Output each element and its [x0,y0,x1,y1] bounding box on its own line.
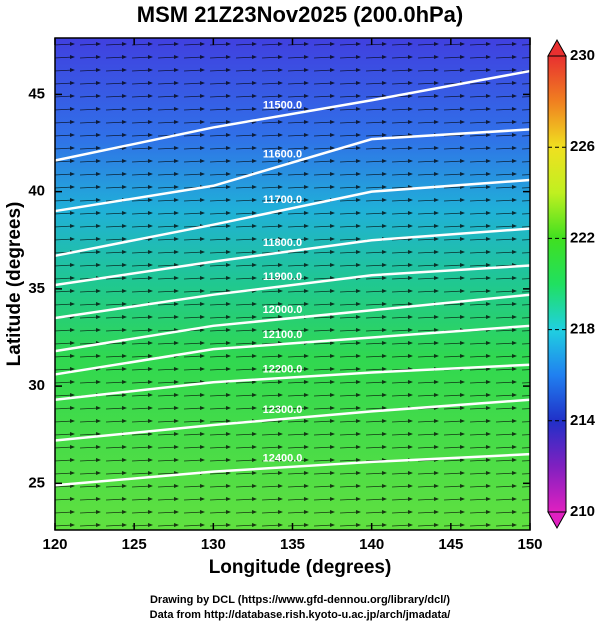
contour-line [54,178,531,258]
contour-line [54,69,531,162]
y-tick-label: 25 [28,474,45,491]
contour-label: 12300.0 [263,404,303,416]
colorbar-tick-label: 218 [570,321,595,338]
contour-label: 11900.0 [263,271,302,283]
colorbar-extend-low [547,511,567,530]
contour-line [54,324,531,376]
colorbar-extend-high [547,38,567,57]
contour-label: 12200.0 [263,363,303,375]
contour-label: 12400.0 [263,453,303,465]
contour-label: 11800.0 [263,237,302,249]
colorbar-tick-label: 222 [570,229,595,246]
y-axis-label: Latitude (degrees) [4,202,25,367]
contour-label: 11500.0 [263,100,302,112]
colorbar-tick-label: 214 [570,412,596,429]
contour-line [54,293,531,353]
footer-text: Data from http://database.rish.kyoto-u.a… [150,609,451,621]
x-tick-label: 145 [438,536,463,553]
x-tick-label: 125 [122,536,147,553]
y-tick-label: 35 [28,280,45,297]
x-tick-label: 135 [280,536,305,553]
contour-line [54,227,531,287]
contour-label: 11600.0 [263,148,302,160]
contour-label: 12100.0 [263,329,303,341]
x-tick-label: 150 [517,536,542,553]
x-tick-label: 130 [201,536,226,553]
colorbar-tick-label: 230 [570,47,595,64]
colorbar [547,55,567,513]
contour-line [54,264,531,320]
contour-label: 11700.0 [263,194,302,206]
contour-line [54,398,531,442]
y-tick-label: 40 [28,183,45,200]
footer-text: Drawing by DCL (https://www.gfd-dennou.o… [150,594,450,606]
x-axis-label: Longitude (degrees) [209,557,392,578]
y-tick-label: 45 [28,85,45,102]
x-tick-label: 140 [359,536,384,553]
contour-line [54,452,531,487]
contour-line [54,363,531,401]
y-tick-label: 30 [28,377,45,394]
x-tick-label: 120 [42,536,67,553]
contour-label: 12000.0 [263,304,303,316]
colorbar-tick-label: 210 [570,503,595,520]
chart-title: MSM 21Z23Nov2025 (200.0hPa) [137,2,464,27]
colorbar-tick-label: 226 [570,138,595,155]
contour-line [54,128,531,213]
